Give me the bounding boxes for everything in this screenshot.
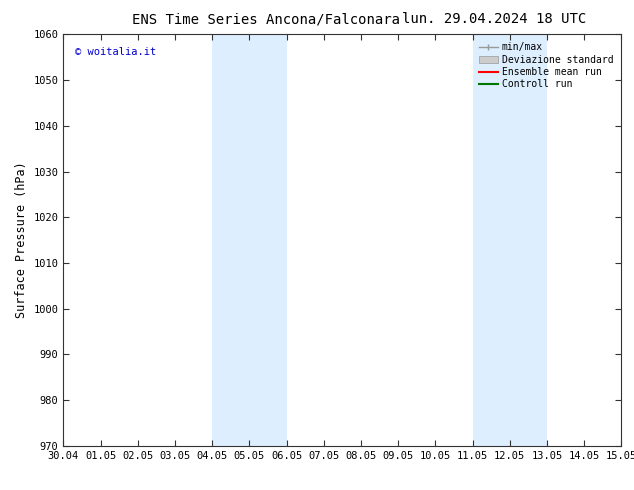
Text: ENS Time Series Ancona/Falconara: ENS Time Series Ancona/Falconara [133,12,400,26]
Y-axis label: Surface Pressure (hPa): Surface Pressure (hPa) [15,162,28,318]
Bar [212,34,287,446]
Legend: min/max, Deviazione standard, Ensemble mean run, Controll run: min/max, Deviazione standard, Ensemble m… [476,39,616,92]
Text: © woitalia.it: © woitalia.it [75,47,156,57]
Bar [472,34,547,446]
Text: lun. 29.04.2024 18 UTC: lun. 29.04.2024 18 UTC [403,12,586,26]
